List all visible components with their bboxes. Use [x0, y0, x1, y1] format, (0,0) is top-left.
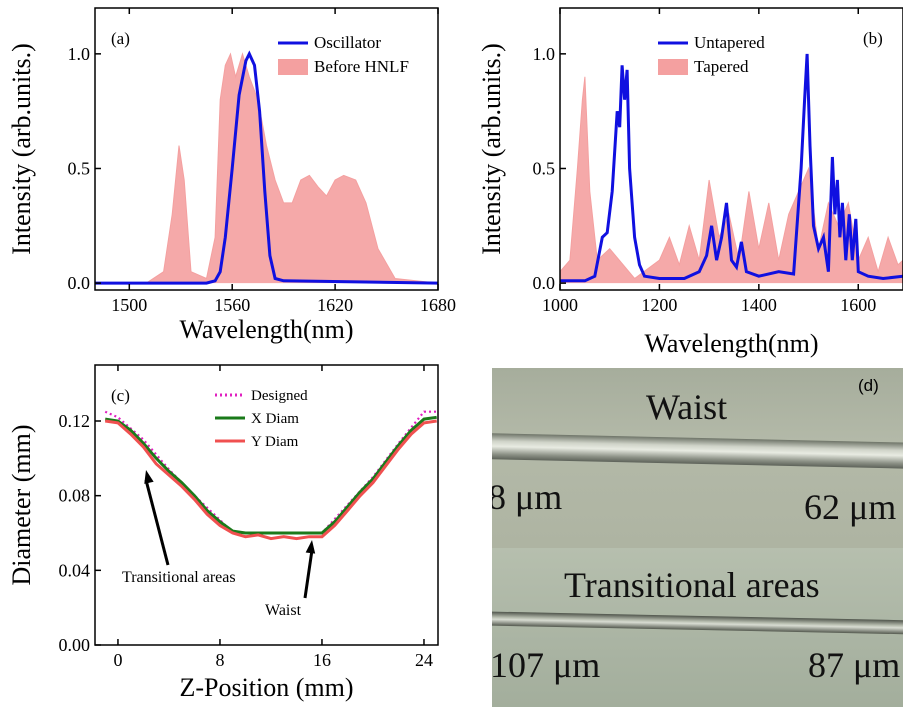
y-tick-label: 0.00	[59, 635, 91, 655]
y-tick-label: 0.08	[59, 486, 91, 506]
panel-label: (c)	[111, 386, 130, 405]
y-axis-label: Diameter (mm)	[7, 425, 36, 586]
left-diameter: 107 μm	[492, 645, 601, 685]
legend-label: Before HNLF	[314, 57, 409, 76]
legend-label: Untapered	[694, 33, 765, 52]
plot-area	[560, 53, 903, 284]
panel-label: (b)	[863, 29, 883, 48]
series-line	[560, 53, 903, 283]
legend-label: Y Diam	[251, 434, 299, 450]
panel-label: (d)	[858, 376, 879, 395]
annotation: Transitional areas	[122, 569, 236, 586]
micrograph: Waist 68 μm 62 μm (d) Transitional areas…	[492, 368, 903, 707]
x-tick-label: 1560	[214, 295, 250, 315]
plot-area	[95, 50, 438, 285]
axes-frame	[94, 364, 439, 646]
legend-label: Oscillator	[314, 33, 381, 52]
left-diameter: 68 μm	[492, 477, 563, 517]
legend-label: Tapered	[694, 57, 749, 76]
section-title: Waist	[646, 387, 728, 427]
annotation-arrow	[144, 479, 170, 566]
x-tick-label: 0	[113, 650, 122, 670]
x-tick-label: 1400	[741, 295, 777, 315]
y-tick-label: 0.04	[59, 560, 91, 580]
panel-label: (a)	[111, 29, 130, 48]
transition-image: Transitional areas 107 μm 87 μm	[492, 548, 903, 707]
series-line	[104, 415, 437, 535]
series-line	[95, 50, 438, 285]
series-line	[104, 419, 437, 541]
x-tick-label: 16	[313, 650, 331, 670]
fiber	[492, 611, 903, 635]
x-axis-label: Z-Position (mm)	[179, 673, 353, 702]
annotation-arrow	[303, 549, 314, 599]
x-tick-label: 1620	[317, 295, 353, 315]
axes-frame	[94, 7, 439, 291]
y-tick-label: 1.0	[68, 44, 91, 64]
y-tick-label: 0.0	[68, 273, 91, 293]
x-tick-label: 1600	[840, 295, 876, 315]
area-fill	[95, 53, 438, 284]
y-tick-label: 0.5	[533, 158, 556, 178]
y-tick-label: 0.0	[533, 273, 556, 293]
x-tick-label: 1680	[420, 295, 456, 315]
legend-swatch	[278, 59, 308, 75]
y-tick-label: 1.0	[533, 44, 556, 64]
right-diameter: 62 μm	[804, 487, 897, 527]
area-fill	[560, 76, 903, 284]
y-axis-label: Intensity (arb.units.)	[477, 43, 506, 255]
x-tick-label: 1000	[542, 295, 578, 315]
section-title: Transitional areas	[564, 565, 820, 605]
annotation: Waist	[265, 602, 302, 619]
y-tick-label: 0.5	[68, 158, 91, 178]
x-tick-label: 1200	[641, 295, 677, 315]
arrow-head	[144, 470, 154, 484]
axes-frame	[559, 7, 903, 291]
y-tick-label: 0.12	[59, 411, 91, 431]
x-tick-label: 8	[215, 650, 224, 670]
plot-area	[104, 410, 437, 541]
x-axis-label: Wavelength(nm)	[644, 329, 818, 358]
x-tick-label: 1500	[111, 295, 147, 315]
fiber	[492, 433, 903, 469]
y-axis-label: Intensity (arb.units.)	[7, 43, 36, 255]
x-axis-label: Wavelength(nm)	[179, 315, 353, 344]
waist-image: Waist 68 μm 62 μm (d)	[492, 368, 903, 548]
legend-label: Designed	[251, 388, 308, 404]
x-tick-label: 24	[415, 650, 433, 670]
right-diameter: 87 μm	[808, 645, 901, 685]
arrow-head	[305, 540, 316, 554]
legend-swatch	[658, 59, 688, 75]
legend-label: X Diam	[251, 411, 299, 427]
